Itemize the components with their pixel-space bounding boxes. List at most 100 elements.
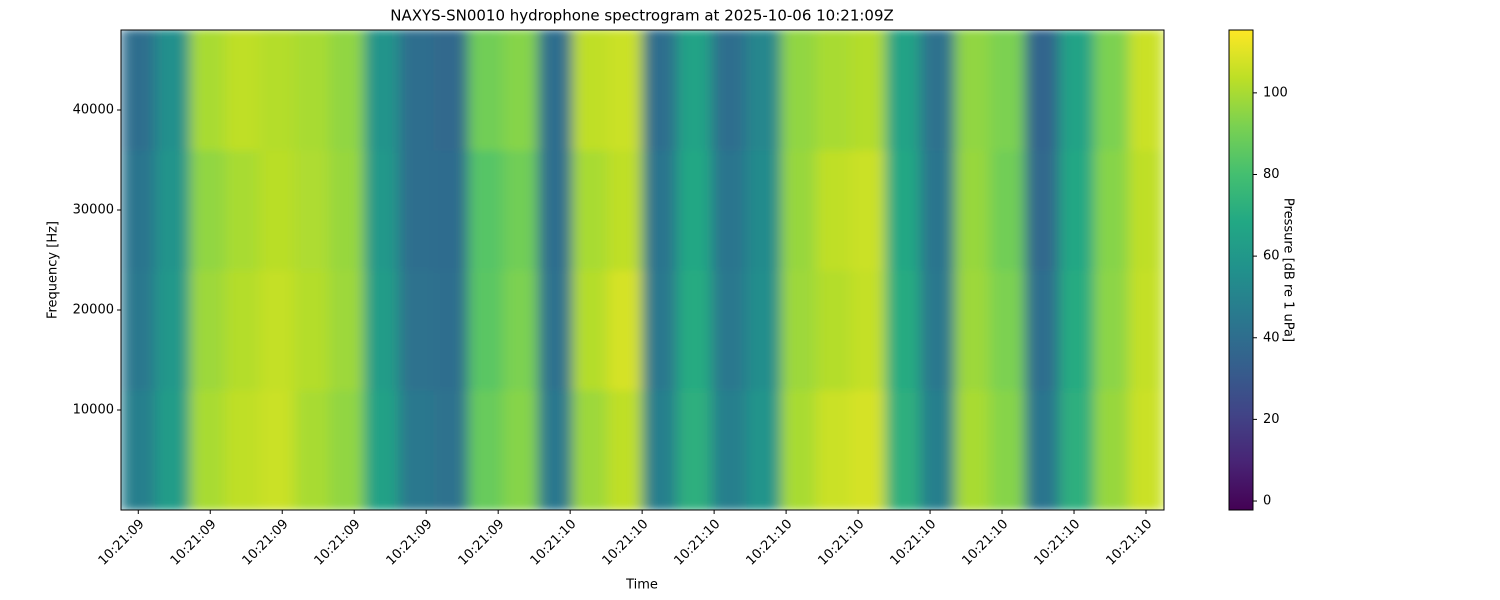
cell bbox=[746, 149, 783, 271]
x-tick-label: 10:21:10 bbox=[959, 517, 1011, 569]
cell bbox=[294, 30, 331, 151]
cell bbox=[711, 269, 748, 391]
cell bbox=[259, 269, 296, 391]
cell bbox=[433, 269, 470, 391]
cell bbox=[433, 149, 470, 271]
cell bbox=[1093, 30, 1130, 151]
cell bbox=[676, 389, 713, 510]
cell bbox=[815, 389, 852, 510]
x-tick-label: 10:21:09 bbox=[240, 517, 292, 569]
cell bbox=[121, 30, 157, 151]
cell bbox=[607, 269, 643, 391]
cell bbox=[607, 389, 643, 510]
colorbar-tick-label: 100 bbox=[1263, 85, 1288, 100]
cell bbox=[294, 149, 331, 271]
cell bbox=[224, 389, 261, 510]
cell bbox=[850, 30, 887, 151]
cell bbox=[676, 149, 713, 271]
cell bbox=[746, 30, 783, 151]
cell bbox=[989, 269, 1026, 391]
cell bbox=[433, 30, 470, 151]
cell bbox=[642, 149, 678, 271]
cell bbox=[155, 30, 192, 151]
cell bbox=[502, 30, 539, 151]
cell bbox=[329, 30, 365, 151]
cell bbox=[190, 389, 226, 510]
cell bbox=[815, 149, 852, 271]
cell bbox=[329, 149, 365, 271]
cell bbox=[329, 389, 365, 510]
cell bbox=[224, 269, 261, 391]
cell bbox=[1059, 30, 1095, 151]
cell bbox=[398, 30, 435, 151]
cell bbox=[190, 269, 226, 391]
cell bbox=[642, 389, 678, 510]
cell bbox=[537, 30, 574, 151]
cell bbox=[954, 389, 991, 510]
cell bbox=[1128, 30, 1164, 151]
cell bbox=[363, 389, 400, 510]
x-tick-label: 10:21:09 bbox=[384, 517, 436, 569]
cell bbox=[121, 389, 157, 510]
colorbar bbox=[1228, 29, 1254, 511]
y-tick-label: 10000 bbox=[73, 403, 114, 418]
cell bbox=[711, 30, 748, 151]
cell bbox=[815, 269, 852, 391]
y-tick-label: 20000 bbox=[73, 303, 114, 318]
cell bbox=[468, 149, 504, 271]
cell bbox=[885, 389, 922, 510]
cell bbox=[1024, 149, 1061, 271]
cell bbox=[572, 149, 609, 271]
cell bbox=[1024, 269, 1061, 391]
cell bbox=[850, 269, 887, 391]
colorbar-label: Pressure [dB re 1 uPa] bbox=[1281, 198, 1296, 342]
cell bbox=[121, 269, 157, 391]
cell bbox=[607, 149, 643, 271]
cell bbox=[920, 30, 956, 151]
cell bbox=[502, 389, 539, 510]
cell bbox=[1024, 30, 1061, 151]
x-axis-label: Time bbox=[625, 578, 658, 593]
cell bbox=[920, 389, 956, 510]
x-tick-label: 10:21:09 bbox=[456, 517, 508, 569]
cell bbox=[1128, 269, 1164, 391]
x-tick-label: 10:21:09 bbox=[96, 517, 148, 569]
cell bbox=[363, 30, 400, 151]
cell bbox=[885, 30, 922, 151]
x-tick-label: 10:21:09 bbox=[312, 517, 364, 569]
cell bbox=[885, 149, 922, 271]
cell bbox=[502, 269, 539, 391]
cell bbox=[1024, 389, 1061, 510]
cell bbox=[224, 149, 261, 271]
colorbar-tick-label: 20 bbox=[1263, 412, 1280, 427]
cell bbox=[468, 269, 504, 391]
colorbar-tick-label: 60 bbox=[1263, 249, 1280, 264]
chart-title: NAXYS-SN0010 hydrophone spectrogram at 2… bbox=[390, 7, 894, 25]
cell bbox=[1059, 149, 1095, 271]
cell bbox=[920, 149, 956, 271]
cell bbox=[781, 269, 817, 391]
cell bbox=[1059, 389, 1095, 510]
cell bbox=[155, 269, 192, 391]
cell bbox=[1128, 389, 1164, 510]
cell bbox=[781, 149, 817, 271]
cell bbox=[885, 269, 922, 391]
colorbar-tick-label: 0 bbox=[1263, 494, 1271, 509]
cell bbox=[572, 269, 609, 391]
cell bbox=[781, 389, 817, 510]
cell bbox=[676, 30, 713, 151]
cell bbox=[989, 149, 1026, 271]
y-tick-label: 30000 bbox=[73, 203, 114, 218]
cell bbox=[121, 149, 157, 271]
x-tick-label: 10:21:10 bbox=[1103, 517, 1155, 569]
cell bbox=[954, 149, 991, 271]
cell bbox=[1059, 269, 1095, 391]
cell bbox=[954, 269, 991, 391]
cell bbox=[920, 269, 956, 391]
cell bbox=[155, 389, 192, 510]
cell bbox=[537, 269, 574, 391]
cell bbox=[363, 149, 400, 271]
cell bbox=[224, 30, 261, 151]
cell bbox=[329, 269, 365, 391]
